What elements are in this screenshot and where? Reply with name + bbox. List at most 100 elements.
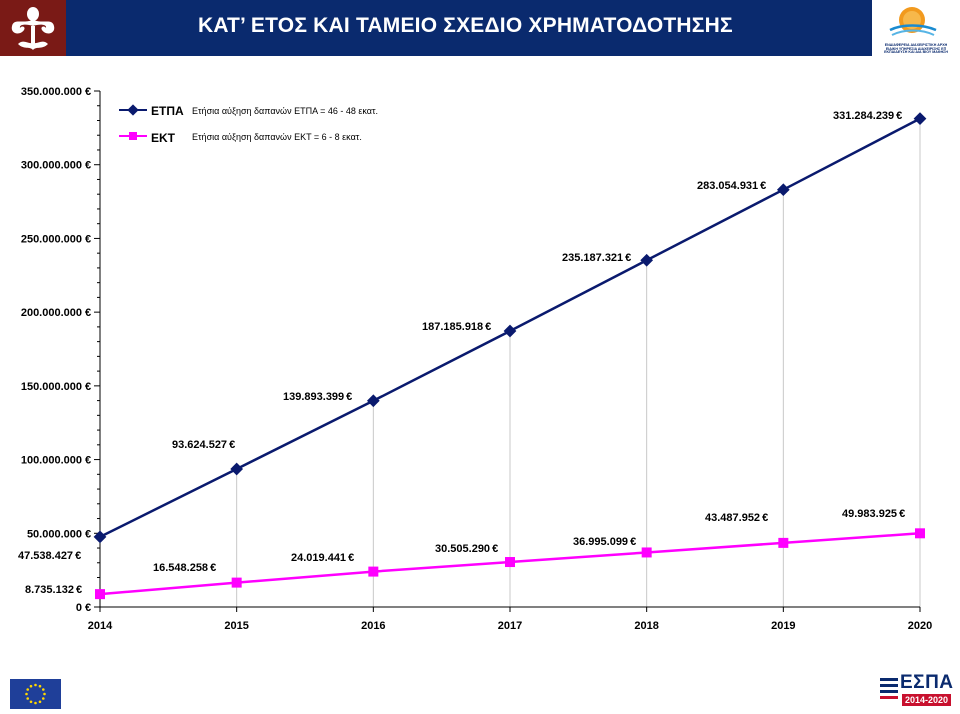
euro-sign: €: [899, 508, 905, 520]
funding-chart: 0 €50.000.000 €100.000.000 €150.000.000 …: [18, 86, 932, 632]
espa-logo-years: 2014-2020: [902, 694, 952, 706]
point-etpa-2016: [366, 394, 380, 408]
euro-sign: €: [485, 321, 491, 333]
legend-swatch-ekt-marker: [129, 132, 137, 140]
euro-sign: €: [85, 86, 91, 98]
logo-caption-title: ΕΝΔΙΑΦΕΡΕΙΑ ΔΙΑΧΕΙΡΙΣΤΙΚΗ ΑΡΧΗ: [884, 43, 948, 47]
data-label-ekt-2016: 24.019.441: [291, 552, 346, 564]
x-tick-label-2014: 2014: [88, 620, 113, 632]
euro-sign: €: [492, 543, 498, 555]
euro-sign: €: [348, 552, 354, 564]
sun-logo-icon: [872, 0, 960, 56]
euro-sign: €: [85, 233, 91, 245]
x-tick-label-2018: 2018: [634, 620, 658, 632]
euro-sign: €: [896, 110, 902, 122]
euro-sign: €: [85, 602, 91, 614]
eu-star: [41, 688, 45, 691]
y-tick-label: 350.000.000: [21, 86, 82, 98]
point-ekt-2018: [641, 547, 652, 558]
eu-star: [29, 684, 33, 688]
euro-sign: €: [346, 391, 352, 403]
x-tick-label-2016: 2016: [361, 620, 385, 632]
data-label-etpa-2016: 139.893.399: [283, 391, 344, 403]
point-etpa-2015: [230, 462, 244, 476]
eu-star: [25, 692, 28, 696]
data-label-ekt-2014: 8.735.132: [25, 584, 74, 596]
eu-star: [38, 700, 42, 704]
x-tick-label-2015: 2015: [224, 620, 248, 632]
euro-sign: €: [75, 550, 81, 562]
eu-star: [26, 697, 30, 700]
data-label-etpa-2020: 331.284.239: [833, 110, 894, 122]
y-tick-label: 100.000.000: [21, 455, 82, 467]
point-etpa-2014: [93, 530, 107, 544]
eu-flag-icon: [10, 679, 61, 709]
x-tick-label-2019: 2019: [771, 620, 795, 632]
eu-star: [34, 701, 37, 705]
series-layer: [93, 112, 927, 600]
legend-etpa-name: ΕΤΠΑ: [151, 104, 184, 118]
euro-sign: €: [85, 160, 91, 172]
point-ekt-2017: [505, 557, 515, 568]
euro-sign: €: [76, 584, 82, 596]
legend-swatch-etpa-marker: [127, 104, 139, 116]
euro-sign: €: [85, 528, 91, 540]
axis-layer: 0 €50.000.000 €100.000.000 €150.000.000 …: [21, 86, 932, 632]
point-etpa-2017: [503, 324, 517, 338]
y-tick-label: 200.000.000: [21, 307, 82, 319]
data-label-ekt-2015: 16.548.258: [153, 562, 208, 574]
data-label-ekt-2017: 30.505.290: [435, 543, 490, 555]
euro-sign: €: [210, 562, 216, 574]
euro-sign: €: [229, 439, 235, 451]
eu-star: [43, 692, 46, 696]
data-label-etpa-2017: 187.185.918: [422, 321, 483, 333]
logo-caption-sub: ΕΙΔΙΚΗ ΥΠΗΡΕΣΙΑ ΔΙΑΧΕΙΡΙΣΗΣ ΕΠ ΕΚΠΑΙΔΕΥΣ…: [884, 46, 948, 55]
euro-sign: €: [85, 455, 91, 467]
euro-sign: €: [760, 180, 766, 192]
point-etpa-2020: [913, 112, 927, 125]
y-tick-label: 50.000.000: [27, 528, 82, 540]
legend-ekt-desc: Ετήσια αύξηση δαπανών ΕΚΤ = 6 - 8 εκατ.: [192, 132, 362, 142]
logo-caption: ΕΝΔΙΑΦΕΡΕΙΑ ΔΙΑΧΕΙΡΙΣΤΙΚΗ ΑΡΧΗ ΕΙΔΙΚΗ ΥΠ…: [878, 43, 954, 55]
point-ekt-2015: [231, 577, 242, 588]
euro-sign: €: [85, 307, 91, 319]
data-label-etpa-2014: 47.538.427: [18, 550, 73, 562]
x-tick-label-2017: 2017: [498, 620, 522, 632]
euro-sign: €: [625, 252, 631, 264]
legend-etpa-desc: Ετήσια αύξηση δαπανών ΕΤΠΑ = 46 - 48 εκα…: [192, 106, 378, 116]
label-layer: 47.538.427 €93.624.527 €139.893.399 €187…: [18, 110, 905, 596]
point-ekt-2019: [778, 537, 789, 548]
eu-star: [41, 697, 45, 700]
data-label-ekt-2020: 49.983.925: [842, 508, 897, 520]
euro-sign: €: [762, 512, 768, 524]
euro-sign: €: [630, 536, 636, 548]
eu-star: [29, 700, 33, 704]
data-label-ekt-2019: 43.487.952: [705, 512, 760, 524]
eu-star: [38, 684, 42, 688]
espa-logo: ΕΣΠΑ 2014-2020: [878, 672, 954, 710]
y-tick-label: 250.000.000: [21, 233, 82, 245]
legend-ekt-name: ΕΚΤ: [151, 131, 176, 145]
x-tick-label-2020: 2020: [908, 620, 932, 632]
grid-layer: [236, 118, 921, 607]
data-label-ekt-2018: 36.995.099: [573, 536, 628, 548]
euro-sign: €: [85, 381, 91, 393]
point-ekt-2016: [368, 566, 379, 577]
data-label-etpa-2019: 283.054.931: [697, 180, 758, 192]
crest-ornament-icon: [0, 0, 66, 56]
y-tick-label: 150.000.000: [21, 381, 82, 393]
point-ekt-2020: [915, 528, 925, 539]
point-etpa-2018: [640, 253, 654, 267]
page-title: ΚΑΤ’ ΕΤΟΣ ΚΑΙ ΤΑΜΕΙΟ ΣΧΕΔΙΟ ΧΡΗΜΑΤΟΔΟΤΗΣ…: [198, 14, 733, 37]
espa-logo-text: ΕΣΠΑ: [900, 672, 954, 693]
eu-star: [34, 683, 37, 687]
y-tick-label: 0: [76, 602, 82, 614]
chart-legend: ΕΤΠΑ Ετήσια αύξηση δαπανών ΕΤΠΑ = 46 - 4…: [119, 104, 378, 145]
point-etpa-2019: [776, 183, 790, 197]
data-label-etpa-2018: 235.187.321: [562, 252, 623, 264]
eu-star: [26, 688, 30, 691]
point-ekt-2014: [95, 589, 105, 600]
data-label-etpa-2015: 93.624.527: [172, 439, 227, 451]
y-tick-label: 300.000.000: [21, 160, 82, 172]
header-bar: ΚΑΤ’ ΕΤΟΣ ΚΑΙ ΤΑΜΕΙΟ ΣΧΕΔΙΟ ΧΡΗΜΑΤΟΔΟΤΗΣ…: [0, 0, 960, 56]
